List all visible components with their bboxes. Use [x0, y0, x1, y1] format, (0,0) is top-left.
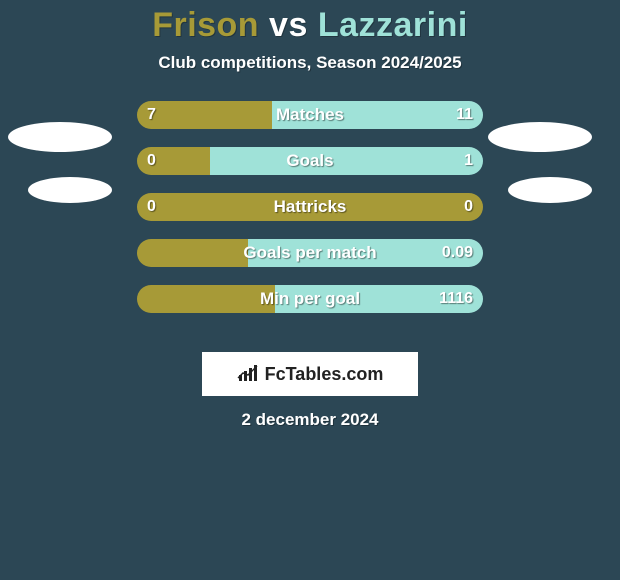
stat-fill-left [137, 147, 210, 175]
stat-bar: Hattricks00 [137, 193, 483, 221]
decorative-oval [8, 122, 112, 152]
decorative-oval [28, 177, 112, 203]
stat-fill-left [137, 285, 275, 313]
title-vs: vs [259, 6, 318, 44]
bar-chart-icon [237, 365, 259, 383]
title-right: Lazzarini [318, 6, 468, 44]
title-left: Frison [152, 6, 259, 44]
decorative-oval [488, 122, 592, 152]
stat-fill-left [137, 239, 248, 267]
subtitle: Club competitions, Season 2024/2025 [0, 53, 620, 73]
page-title: Frison vs Lazzarini [0, 0, 620, 45]
stat-bar: Matches711 [137, 101, 483, 129]
stat-fill-right [210, 147, 483, 175]
stat-bar: Min per goal1116 [137, 285, 483, 313]
branding-badge: FcTables.com [202, 352, 418, 396]
stat-fill-right [275, 285, 483, 313]
comparison-infographic: Frison vs Lazzarini Club competitions, S… [0, 0, 620, 580]
stat-fill-right [272, 101, 483, 129]
date-text: 2 december 2024 [0, 410, 620, 430]
stat-bar: Goals per match0.09 [137, 239, 483, 267]
stat-bar: Goals01 [137, 147, 483, 175]
stat-fill-left [137, 101, 272, 129]
decorative-oval [508, 177, 592, 203]
stat-fill-left [137, 193, 483, 221]
stat-fill-right [248, 239, 483, 267]
branding-text: FcTables.com [265, 364, 384, 385]
stat-row: Goals per match0.09 [0, 239, 620, 267]
stat-row: Min per goal1116 [0, 285, 620, 313]
